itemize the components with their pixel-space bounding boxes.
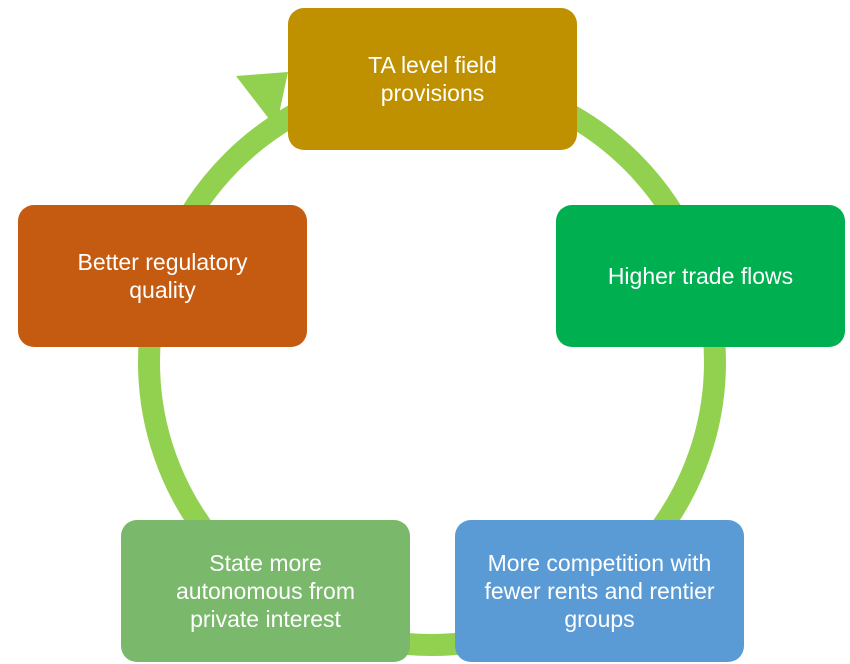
node: State more autonomous from private inter… xyxy=(121,520,410,662)
node: TA level field provisions xyxy=(288,8,577,150)
node: Better regulatory quality xyxy=(18,205,307,347)
arrowhead xyxy=(236,72,288,128)
node: Higher trade flows xyxy=(556,205,845,347)
node: More competition with fewer rents and re… xyxy=(455,520,744,662)
